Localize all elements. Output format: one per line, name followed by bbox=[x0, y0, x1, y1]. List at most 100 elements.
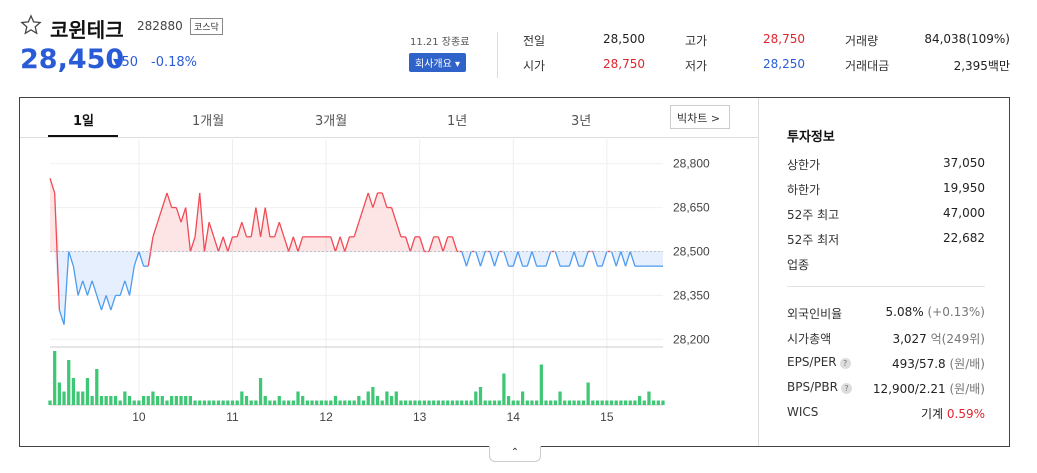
collapse-chevron-icon[interactable]: ⌃ bbox=[489, 446, 541, 462]
price-line-segment bbox=[161, 192, 168, 208]
volume-bar bbox=[198, 400, 202, 405]
volume-bar bbox=[366, 391, 370, 405]
volume-bar bbox=[268, 400, 272, 405]
price-line-segment bbox=[58, 309, 65, 325]
favorite-star-icon[interactable] bbox=[20, 14, 42, 36]
volume-bar bbox=[446, 400, 450, 405]
divider bbox=[497, 32, 498, 78]
volume-bar bbox=[62, 391, 66, 405]
tab-3year[interactable]: 3년 bbox=[571, 114, 592, 129]
volume-bar bbox=[170, 396, 174, 405]
tab-1year[interactable]: 1년 bbox=[447, 114, 468, 129]
wics-sector[interactable]: 기계 bbox=[920, 407, 944, 421]
price-line-segment bbox=[241, 222, 248, 238]
volume-bar bbox=[160, 396, 164, 405]
volume-bar bbox=[282, 400, 286, 405]
volume-bar bbox=[394, 391, 398, 405]
volume-bar bbox=[67, 360, 71, 405]
x-tick-label: 14 bbox=[507, 410, 521, 424]
price-line-segment bbox=[227, 236, 234, 252]
price-line-segment bbox=[372, 192, 379, 208]
help-icon[interactable]: ? bbox=[840, 383, 852, 394]
company-overview-button[interactable]: 회사개요 ▾ bbox=[409, 53, 466, 72]
volume-bar bbox=[483, 400, 487, 405]
volume-bar bbox=[422, 400, 426, 405]
volume-bar bbox=[216, 400, 221, 405]
price-line-segment bbox=[194, 192, 201, 237]
prev-close-label: 전일 bbox=[523, 34, 546, 48]
volume-bar bbox=[118, 400, 122, 405]
volume-bar bbox=[577, 400, 581, 405]
price-line-segment bbox=[437, 236, 444, 252]
volume-bar bbox=[586, 382, 590, 405]
price-line-segment bbox=[72, 266, 79, 296]
52w-high-label: 52주 최고 bbox=[787, 208, 840, 222]
price-line-segment bbox=[63, 251, 70, 325]
volume-bar bbox=[488, 400, 492, 405]
tab-1day[interactable]: 1일 bbox=[73, 114, 95, 129]
volume-bar bbox=[647, 391, 651, 405]
volume-bar bbox=[460, 400, 464, 405]
y-tick-label: 28,500 bbox=[673, 245, 710, 259]
volume-bar bbox=[85, 378, 90, 405]
52w-low-value: 22,682 bbox=[943, 231, 985, 245]
eps-per-label-wrap: EPS/PER? bbox=[787, 355, 851, 369]
52w-low-label: 52주 최저 bbox=[787, 233, 840, 247]
prev-close-value: 28,500 bbox=[603, 32, 645, 46]
price-line-segment bbox=[624, 251, 631, 267]
price-line-segment bbox=[157, 207, 163, 223]
price-line-segment bbox=[110, 295, 117, 311]
x-tick-label: 12 bbox=[319, 410, 333, 424]
price-line-segment bbox=[503, 251, 510, 267]
price-line-segment bbox=[133, 251, 140, 267]
volume-bar bbox=[53, 351, 57, 405]
upper-limit-label: 상한가 bbox=[787, 158, 821, 172]
price-line-segment bbox=[610, 251, 617, 267]
stock-name: 코윈테크 bbox=[50, 18, 124, 42]
bps-pbr-label: BPS/PBR bbox=[787, 380, 838, 394]
lower-limit-value: 19,950 bbox=[943, 181, 985, 195]
tab-3month[interactable]: 3개월 bbox=[315, 114, 348, 129]
price-line-segment bbox=[582, 251, 589, 267]
foreign-ratio-change: (+0.13%) bbox=[927, 305, 985, 319]
volume-bar bbox=[474, 391, 478, 405]
bps-pbr-unit: (원/배) bbox=[949, 382, 986, 396]
bps-pbr-value: 12,900/2.21 (원/배) bbox=[873, 380, 985, 397]
volume-bar bbox=[132, 400, 136, 405]
price-line-segment bbox=[185, 207, 192, 252]
volume-bar bbox=[404, 400, 408, 405]
volume-bar bbox=[310, 400, 314, 405]
price-line-segment bbox=[100, 295, 107, 311]
volume-bar bbox=[81, 391, 85, 405]
foreign-ratio-number: 5.08% bbox=[885, 305, 924, 319]
info-divider bbox=[787, 286, 985, 287]
volume-bar bbox=[591, 400, 595, 405]
price-line-segment bbox=[362, 192, 369, 208]
volume-bar bbox=[652, 400, 656, 405]
price-line-segment bbox=[479, 251, 486, 267]
tab-1month[interactable]: 1개월 bbox=[192, 114, 225, 129]
help-icon[interactable]: ? bbox=[839, 358, 851, 369]
price-line-segment bbox=[405, 236, 411, 252]
volume-bar bbox=[338, 400, 342, 405]
price-line-segment bbox=[68, 251, 75, 267]
volume-bar bbox=[109, 396, 113, 405]
low-label: 저가 bbox=[685, 59, 708, 73]
volume-bar bbox=[516, 400, 520, 405]
y-tick-label: 28,800 bbox=[673, 157, 710, 171]
volume-bar bbox=[432, 400, 436, 405]
volume-bar bbox=[549, 400, 553, 405]
big-chart-button[interactable]: 빅차트 > bbox=[670, 105, 730, 129]
volume-bar bbox=[324, 400, 328, 405]
volume-bar bbox=[357, 396, 361, 405]
volume-bar bbox=[520, 391, 525, 405]
price-change-pct: -0.18% bbox=[151, 55, 197, 70]
price-line-segment bbox=[409, 236, 416, 252]
volume-bar bbox=[287, 400, 291, 405]
volume-bar bbox=[301, 396, 305, 405]
volume-bar bbox=[240, 391, 244, 405]
period-tabs: 1일 1개월 3개월 1년 3년 빅차트 > bbox=[20, 98, 758, 138]
price-line-segment bbox=[554, 251, 561, 267]
volume-bar bbox=[572, 400, 576, 405]
y-tick-label: 28,200 bbox=[673, 332, 710, 346]
